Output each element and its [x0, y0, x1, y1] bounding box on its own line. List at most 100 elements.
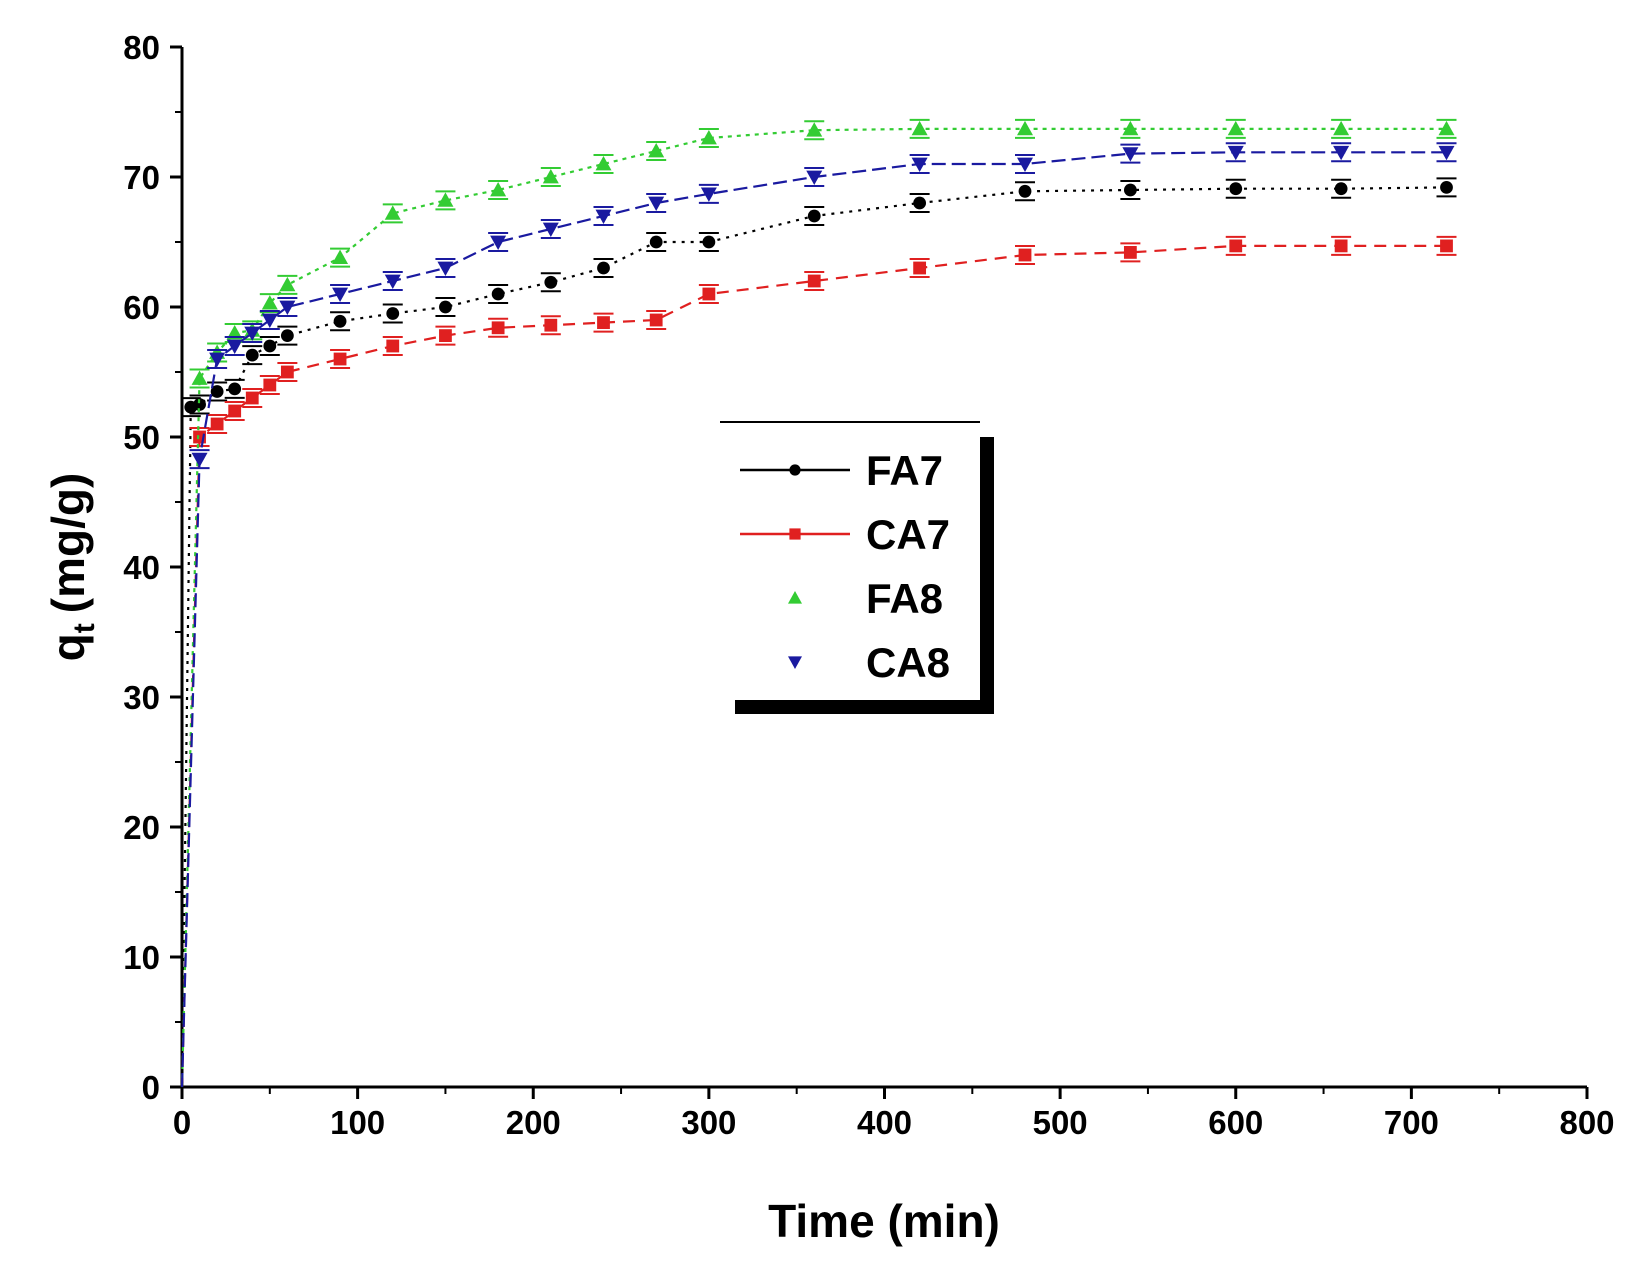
- data-point: [261, 313, 278, 328]
- data-point: [491, 321, 505, 335]
- legend-marker: [789, 528, 801, 540]
- x-tick-label: 300: [681, 1104, 736, 1141]
- legend-label: FA7: [866, 447, 943, 494]
- data-point: [807, 274, 821, 288]
- data-point: [210, 417, 224, 431]
- data-point: [209, 352, 226, 367]
- data-point: [332, 287, 349, 302]
- data-point: [597, 316, 610, 329]
- data-point: [1123, 183, 1137, 197]
- legend-items: FA7 CA7 FA8 CA8: [740, 447, 950, 686]
- legend: FA7 CA7 FA8 CA8: [720, 421, 994, 714]
- data-point: [597, 261, 610, 275]
- data-point: [437, 192, 454, 207]
- data-point: [1440, 239, 1453, 253]
- data-point: [490, 182, 507, 197]
- series-layer: [180, 118, 1457, 1088]
- legend-label: FA8: [866, 575, 943, 622]
- legend-label: CA7: [866, 511, 950, 558]
- data-point: [280, 365, 294, 379]
- y-axis-title-subscript: t: [68, 623, 101, 633]
- x-tick-label: 200: [506, 1104, 561, 1141]
- data-point: [228, 404, 242, 418]
- data-point: [332, 249, 349, 264]
- data-point: [595, 156, 612, 171]
- y-tick-label: 30: [123, 679, 160, 716]
- data-point: [263, 339, 277, 353]
- x-tick-label: 0: [173, 1104, 191, 1141]
- data-point: [648, 196, 665, 211]
- ticks: 0 100 200 300 400 500 600 700 800 0 10 20 30 40 50 60 70…: [123, 29, 1614, 1141]
- series-line-ca8: [180, 151, 1447, 1088]
- x-tick-label: 800: [1559, 1104, 1614, 1141]
- data-point: [210, 385, 224, 398]
- data-point: [333, 314, 347, 328]
- x-tick-label: 700: [1384, 1104, 1439, 1141]
- data-point: [263, 378, 277, 392]
- series-fa8: [180, 118, 1457, 1088]
- data-point: [913, 196, 927, 210]
- series-line-ca7: [180, 244, 1447, 1088]
- data-point: [384, 205, 401, 220]
- y-tick-label: 10: [123, 939, 160, 976]
- legend-item-fa8: FA8: [788, 575, 943, 622]
- data-point: [544, 318, 558, 332]
- data-point: [386, 307, 400, 320]
- legend-item-ca7: CA7: [740, 511, 950, 558]
- legend-right-shadow: [980, 437, 994, 712]
- data-point: [702, 235, 716, 249]
- data-point: [544, 275, 558, 289]
- data-point: [193, 398, 206, 411]
- data-point: [911, 157, 928, 172]
- data-point: [1122, 147, 1139, 162]
- y-tick-label: 50: [123, 419, 160, 456]
- legend-item-fa7: FA7: [740, 447, 943, 494]
- data-point: [806, 170, 823, 185]
- data-point: [913, 261, 927, 275]
- data-point: [245, 391, 259, 405]
- data-point: [542, 222, 559, 237]
- data-point: [191, 370, 208, 385]
- data-point: [226, 339, 243, 354]
- data-point: [191, 452, 208, 468]
- axes: [180, 47, 1587, 1089]
- data-point: [700, 187, 717, 202]
- data-point: [491, 287, 505, 301]
- y-axis-title: qt (mg/g): [42, 473, 101, 662]
- data-point: [1018, 184, 1032, 198]
- data-point: [1438, 120, 1455, 136]
- data-point: [700, 130, 717, 145]
- data-point: [1334, 182, 1348, 196]
- x-tick-label: 100: [330, 1104, 385, 1141]
- y-tick-label: 20: [123, 809, 160, 846]
- data-point: [911, 120, 928, 136]
- data-point: [386, 339, 400, 353]
- x-tick-label: 600: [1208, 1104, 1263, 1141]
- data-point: [1334, 239, 1348, 253]
- data-point: [439, 300, 452, 314]
- series-line-fa7: [180, 186, 1447, 1088]
- legend-item-ca8: CA8: [788, 639, 950, 686]
- legend-bottom-shadow: [735, 700, 994, 714]
- series-ca8: [180, 142, 1457, 1088]
- y-axis-title-symbol: q: [42, 633, 94, 661]
- data-point: [1017, 120, 1033, 136]
- data-point: [542, 169, 559, 184]
- data-point: [244, 326, 261, 341]
- data-point: [806, 122, 823, 137]
- data-point: [1018, 248, 1032, 262]
- data-point: [261, 295, 278, 310]
- x-axis-title: Time (min): [768, 1195, 1000, 1247]
- data-point: [1017, 157, 1033, 172]
- svg-text:qt(mg/g): qt (mg/g): [42, 473, 101, 662]
- data-point: [279, 276, 296, 292]
- y-tick-label: 0: [142, 1069, 160, 1106]
- legend-marker: [789, 464, 801, 476]
- data-point: [1227, 120, 1244, 136]
- data-point: [649, 235, 663, 249]
- data-point: [333, 352, 347, 366]
- data-point: [1229, 239, 1243, 253]
- data-point: [226, 325, 243, 340]
- data-point: [648, 143, 665, 158]
